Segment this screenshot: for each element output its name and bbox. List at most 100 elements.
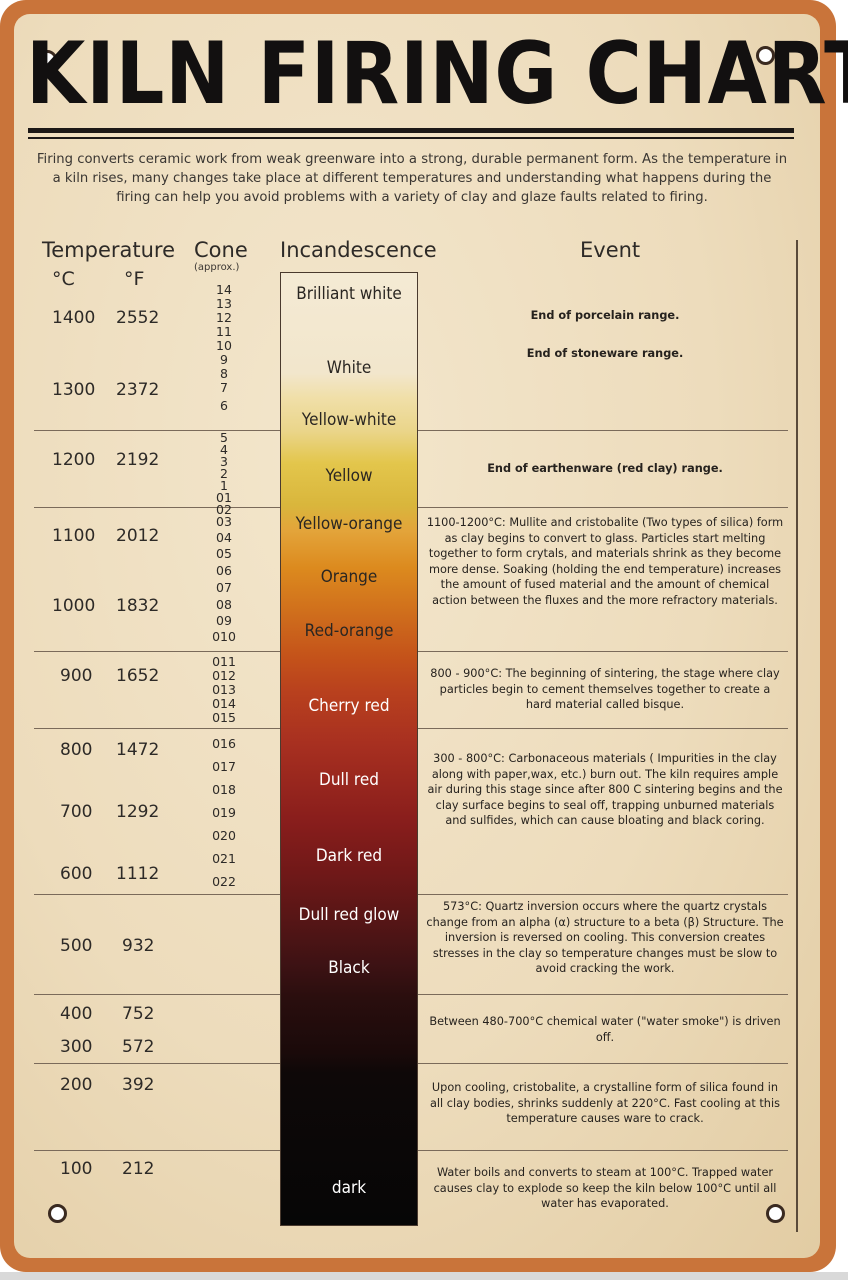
- cone-015: 015: [212, 710, 236, 725]
- cone-10: 10: [216, 338, 232, 353]
- incandescence-dark: dark: [331, 1178, 367, 1198]
- cone-2: 2: [220, 466, 228, 481]
- cone-9: 9: [220, 352, 228, 367]
- bottom-strip: [0, 1272, 848, 1280]
- temp-f-2372: 2372: [116, 380, 160, 400]
- page-title: KILN FIRING CHART: [26, 24, 848, 124]
- cone-01: 01: [216, 490, 232, 505]
- title-rule-thin: [28, 137, 794, 139]
- cone-header: Cone: [194, 238, 248, 262]
- cone-017: 017: [212, 759, 236, 774]
- mounting-hole-top-right: [756, 46, 775, 65]
- temp-f-1112: 1112: [116, 864, 160, 884]
- mounting-hole-bottom-right: [766, 1204, 785, 1223]
- event-stoneware: End of stoneware range.: [526, 347, 684, 360]
- cone-13: 13: [216, 296, 232, 311]
- temp-f-2552: 2552: [116, 308, 160, 328]
- temp-f-2192: 2192: [116, 450, 160, 470]
- temp-c-500: 500: [60, 936, 93, 956]
- cone-022: 022: [212, 874, 236, 889]
- cone-02: 02: [216, 502, 232, 517]
- temp-c-900: 900: [60, 666, 93, 686]
- cone-04: 04: [216, 530, 232, 545]
- cone-06: 06: [216, 563, 232, 578]
- temp-f-752: 752: [122, 1004, 155, 1024]
- celsius-header: °C: [52, 268, 75, 290]
- cone-014: 014: [212, 696, 236, 711]
- temp-c-1200: 1200: [52, 450, 96, 470]
- cone-3: 3: [220, 454, 228, 469]
- cone-5: 5: [220, 430, 228, 445]
- temp-f-212: 212: [122, 1159, 155, 1179]
- temp-c-1100: 1100: [52, 526, 96, 546]
- temp-c-600: 600: [60, 864, 93, 884]
- event-water-boils: Water boils and converts to steam at 100…: [433, 1166, 777, 1210]
- cone-approx-note: (approx.): [194, 262, 240, 273]
- incandescence-cherry-red: Cherry red: [308, 696, 390, 716]
- event-mullite: 1100-1200°C: Mullite and cristobalite (T…: [426, 516, 784, 607]
- event-earthenware: End of earthenware (red clay) range.: [487, 462, 723, 475]
- cone-05: 05: [216, 546, 232, 561]
- mounting-hole-bottom-left: [48, 1204, 67, 1223]
- temp-c-400: 400: [60, 1004, 93, 1024]
- temp-c-1400: 1400: [52, 308, 96, 328]
- cone-4: 4: [220, 442, 228, 457]
- incandescence-dull-red: Dull red: [319, 770, 379, 790]
- cone-7: 7: [220, 380, 228, 395]
- cone-021: 021: [212, 851, 236, 866]
- temperature-header: Temperature: [42, 238, 176, 262]
- cone-14: 14: [216, 282, 232, 297]
- event-header: Event: [580, 238, 641, 262]
- cone-019: 019: [212, 805, 236, 820]
- temp-f-392: 392: [122, 1075, 155, 1095]
- cone-07: 07: [216, 580, 232, 595]
- temp-c-100: 100: [60, 1159, 93, 1179]
- incandescence-header: Incandescence: [280, 238, 437, 262]
- event-porcelain: End of porcelain range.: [530, 309, 680, 322]
- temp-c-1300: 1300: [52, 380, 96, 400]
- cone-09: 09: [216, 613, 232, 628]
- temp-c-300: 300: [60, 1037, 93, 1057]
- event-quartz-inversion: 573°C: Quartz inversion occurs where the…: [426, 900, 784, 975]
- incandescence-red-orange: Red-orange: [304, 621, 394, 641]
- cone-12: 12: [216, 310, 232, 325]
- temp-f-1292: 1292: [116, 802, 160, 822]
- event-burnout: 300 - 800°C: Carbonaceous materials ( Im…: [427, 752, 783, 827]
- cone-11: 11: [216, 324, 232, 339]
- event-sintering: 800 - 900°C: The beginning of sintering,…: [430, 667, 780, 711]
- temp-c-1000: 1000: [52, 596, 96, 616]
- incandescence-yellow-white: Yellow-white: [301, 410, 397, 430]
- table-frame: [34, 240, 798, 1232]
- cone-03: 03: [216, 514, 232, 529]
- fahrenheit-header: °F: [124, 268, 145, 290]
- temp-f-1832: 1832: [116, 596, 160, 616]
- event-cristobalite: Upon cooling, cristobalite, a crystallin…: [430, 1081, 780, 1125]
- incandescence-black: Black: [328, 958, 370, 978]
- temp-c-700: 700: [60, 802, 93, 822]
- incandescence-white: White: [326, 358, 372, 378]
- temp-f-932: 932: [122, 936, 155, 956]
- cone-016: 016: [212, 736, 236, 751]
- cone-8: 8: [220, 366, 228, 381]
- mounting-hole-top-left: [38, 50, 57, 69]
- temp-f-2012: 2012: [116, 526, 160, 546]
- temp-c-800: 800: [60, 740, 93, 760]
- incandescence-orange: Orange: [320, 567, 378, 587]
- cone-011: 011: [212, 654, 236, 669]
- cone-020: 020: [212, 828, 236, 843]
- intro-paragraph: Firing converts ceramic work from weak g…: [36, 152, 788, 205]
- cone-6: 6: [220, 398, 228, 413]
- temp-f-1472: 1472: [116, 740, 160, 760]
- incandescence-yellow: Yellow: [325, 466, 373, 486]
- event-water-smoke: Between 480-700°C chemical water ("water…: [429, 1015, 781, 1044]
- incandescence-color-bar: [280, 272, 418, 1226]
- cone-018: 018: [212, 782, 236, 797]
- temp-f-572: 572: [122, 1037, 155, 1057]
- cone-010: 010: [212, 629, 236, 644]
- incandescence-brilliant-white: Brilliant white: [296, 284, 402, 304]
- temp-f-1652: 1652: [116, 666, 160, 686]
- cone-013: 013: [212, 682, 236, 697]
- cone-1: 1: [220, 478, 228, 493]
- cone-08: 08: [216, 597, 232, 612]
- title-rule-thick: [28, 128, 794, 133]
